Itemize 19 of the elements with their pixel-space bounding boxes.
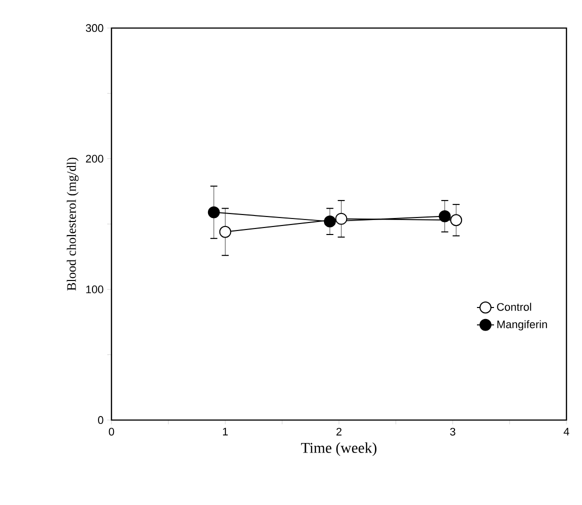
y-axis-title: Blood cholesterol (mg/dl) [66,158,79,291]
point [450,214,462,226]
legend-label: Mangiferin [497,320,547,330]
point [324,215,336,228]
x-tick-label: 1 [223,428,228,436]
x-tick-label: 2 [336,428,342,436]
y-tick-label: 0 [98,416,104,424]
y-tick-label: 300 [86,24,104,32]
y-tick-label: 100 [86,286,104,294]
x-axis-title: Time (week) [301,442,376,456]
x-tick-label: 0 [108,428,114,436]
point [438,210,451,222]
point [208,206,220,218]
y-tick-label: 200 [86,154,104,163]
point [335,212,348,225]
point [219,226,232,238]
x-tick-label: 4 [564,428,570,436]
legend-label: Control [497,302,532,311]
x-tick-label: 3 [450,428,456,436]
